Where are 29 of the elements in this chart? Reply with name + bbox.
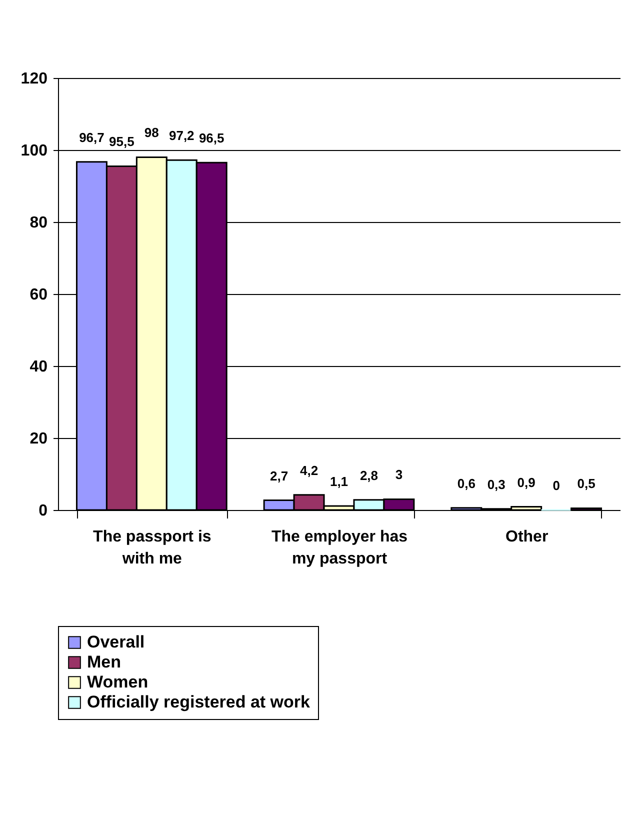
data-label: 1,1 — [330, 474, 348, 490]
data-label: 0,3 — [487, 476, 506, 492]
data-label: 0 — [552, 478, 560, 493]
y-tick-label: 20 — [30, 430, 48, 448]
data-label: 2,8 — [360, 468, 378, 483]
legend-label: Men — [87, 652, 121, 672]
legend-label: Overall — [87, 632, 145, 652]
data-label: 98 — [144, 125, 159, 140]
data-label: 95,5 — [109, 134, 134, 150]
data-label: 4,2 — [300, 462, 318, 478]
data-label: 0,9 — [517, 474, 536, 490]
y-tick-label: 100 — [20, 142, 48, 160]
y-tick-label: 80 — [30, 214, 48, 232]
data-label: 2,7 — [270, 468, 288, 484]
data-label: 96,7 — [79, 130, 104, 145]
y-tick-label: 60 — [30, 286, 48, 304]
y-tick-label: 120 — [20, 70, 48, 88]
data-label: 96,5 — [198, 130, 224, 146]
x-tick-label: The passport is with me — [93, 528, 212, 568]
y-tick-label: 40 — [30, 358, 48, 376]
legend-label: Women — [87, 672, 148, 692]
y-tick-label: 0 — [38, 502, 48, 520]
x-tick-label: The employer has my passport — [271, 528, 408, 568]
data-label: 0,6 — [457, 476, 476, 491]
x-tick-label: Other — [505, 528, 548, 546]
data-label: 97,2 — [168, 128, 194, 144]
data-label: 0,5 — [577, 476, 596, 492]
data-label: 3 — [395, 467, 403, 482]
legend-label: Officially registered at work — [87, 692, 311, 712]
